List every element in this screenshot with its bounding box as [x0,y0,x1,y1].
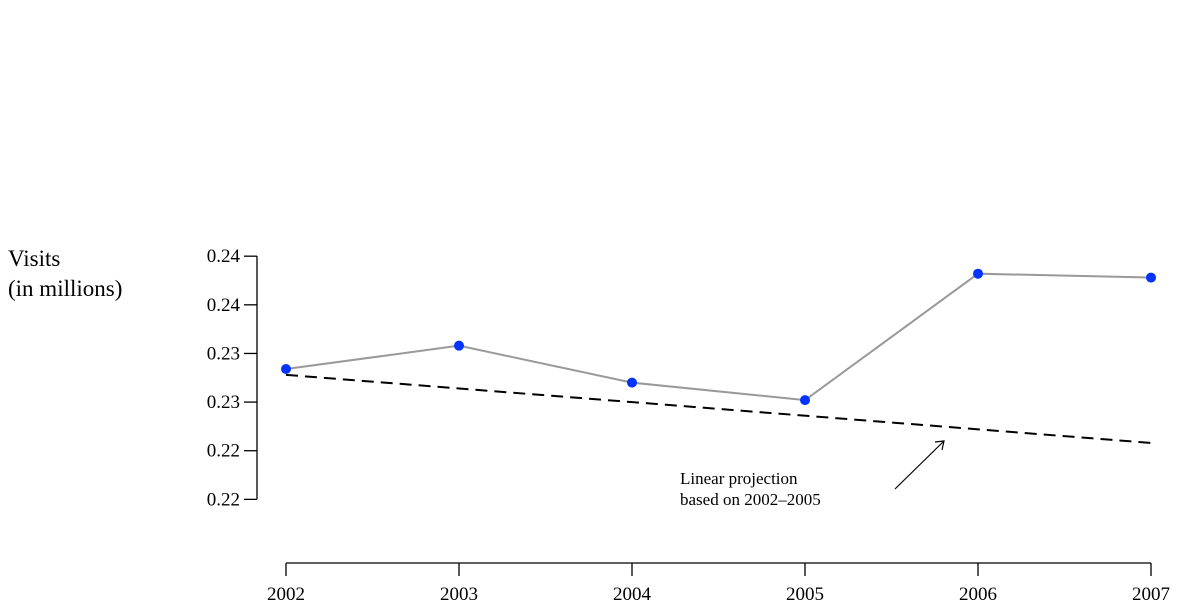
x-tick-label: 2004 [613,584,652,605]
y-tick-label: 0.24 [207,295,241,316]
data-point [800,395,810,406]
projection-layer [285,373,1152,444]
data-point [454,340,464,351]
y-axis-label-line2: (in millions) [8,276,123,301]
series-layer [281,268,1156,406]
data-point [281,364,291,375]
axes: 0.22 0.22 0.23 0.23 0.24 0.24 2002 2003 2004 2005… [207,246,1170,605]
data-point [627,377,637,388]
annotation-line1: Linear projection [680,469,798,488]
y-tick-label: 0.22 [207,489,240,510]
y-axis-label: Visits (in millions) [8,244,122,304]
y-tick-label: 0.22 [207,441,240,462]
annotation-arrow-head [934,440,945,451]
annotation-line2: based on 2002–2005 [680,490,821,509]
y-tick-label: 0.24 [207,246,241,267]
x-tick-label: 2007 [1132,584,1170,605]
x-tick-label: 2003 [440,584,478,605]
annotation-arrow-line [894,440,945,490]
x-tick-label: 2006 [959,584,997,605]
y-axis-label-line1: Visits [8,246,61,271]
series-line [285,272,1152,402]
data-point [973,268,983,279]
y-tick-label: 0.23 [207,343,240,364]
data-point [1146,272,1156,283]
projection-line [285,373,1152,444]
y-tick-label: 0.23 [207,392,240,413]
projection-annotation: Linear projection based on 2002–2005 [680,468,821,510]
x-tick-label: 2005 [786,584,824,605]
x-tick-label: 2002 [267,584,305,605]
